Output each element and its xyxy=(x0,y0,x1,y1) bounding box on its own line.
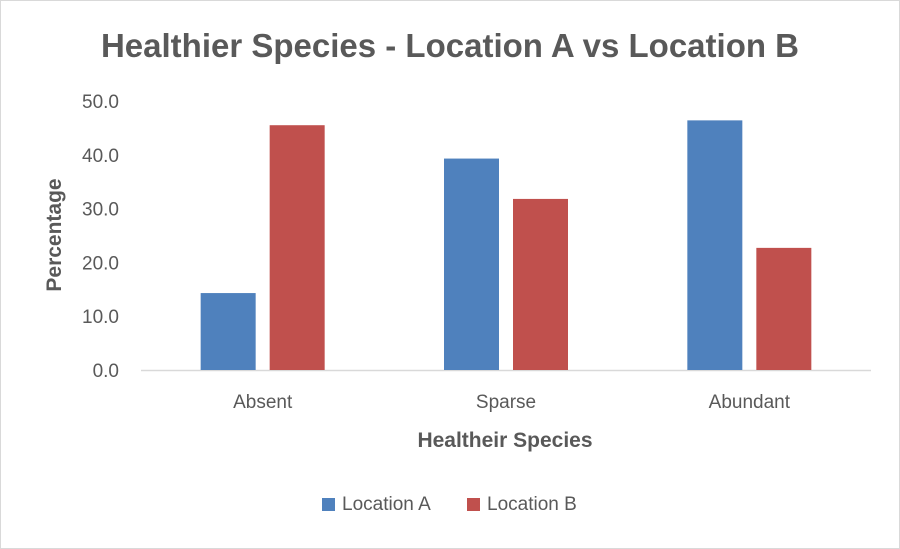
bars xyxy=(200,120,812,371)
bar-location-a-absent xyxy=(200,293,256,370)
legend-swatch xyxy=(322,498,335,511)
legend: Location A Location B xyxy=(322,494,577,515)
legend-label: Location A xyxy=(342,494,431,515)
bar-location-a-sparse xyxy=(444,158,499,370)
bar-location-b-abundant xyxy=(756,247,812,370)
x-axis-title: Healtheir Species xyxy=(417,429,592,452)
x-axis-ticks: Absent Sparse Abundant xyxy=(233,392,791,413)
y-tick-label: 0.0 xyxy=(93,361,119,382)
chart-title: Healthier Species - Location A vs Locati… xyxy=(101,27,799,64)
x-tick-label: Sparse xyxy=(476,392,536,413)
bar-location-b-sparse xyxy=(513,198,568,370)
y-axis-title: Percentage xyxy=(43,178,66,291)
x-tick-label: Absent xyxy=(233,392,293,413)
x-tick-label: Abundant xyxy=(709,392,791,413)
y-tick-label: 10.0 xyxy=(82,307,119,328)
y-tick-label: 20.0 xyxy=(82,253,119,274)
y-tick-label: 40.0 xyxy=(82,146,119,167)
legend-label: Location B xyxy=(487,494,577,515)
bar-location-a-abundant xyxy=(687,120,743,370)
y-tick-label: 50.0 xyxy=(82,92,119,113)
y-axis-ticks: 0.0 10.0 20.0 30.0 40.0 50.0 xyxy=(82,92,119,382)
legend-swatch xyxy=(467,498,480,511)
bar-location-b-absent xyxy=(269,125,325,371)
y-tick-label: 30.0 xyxy=(82,200,119,221)
